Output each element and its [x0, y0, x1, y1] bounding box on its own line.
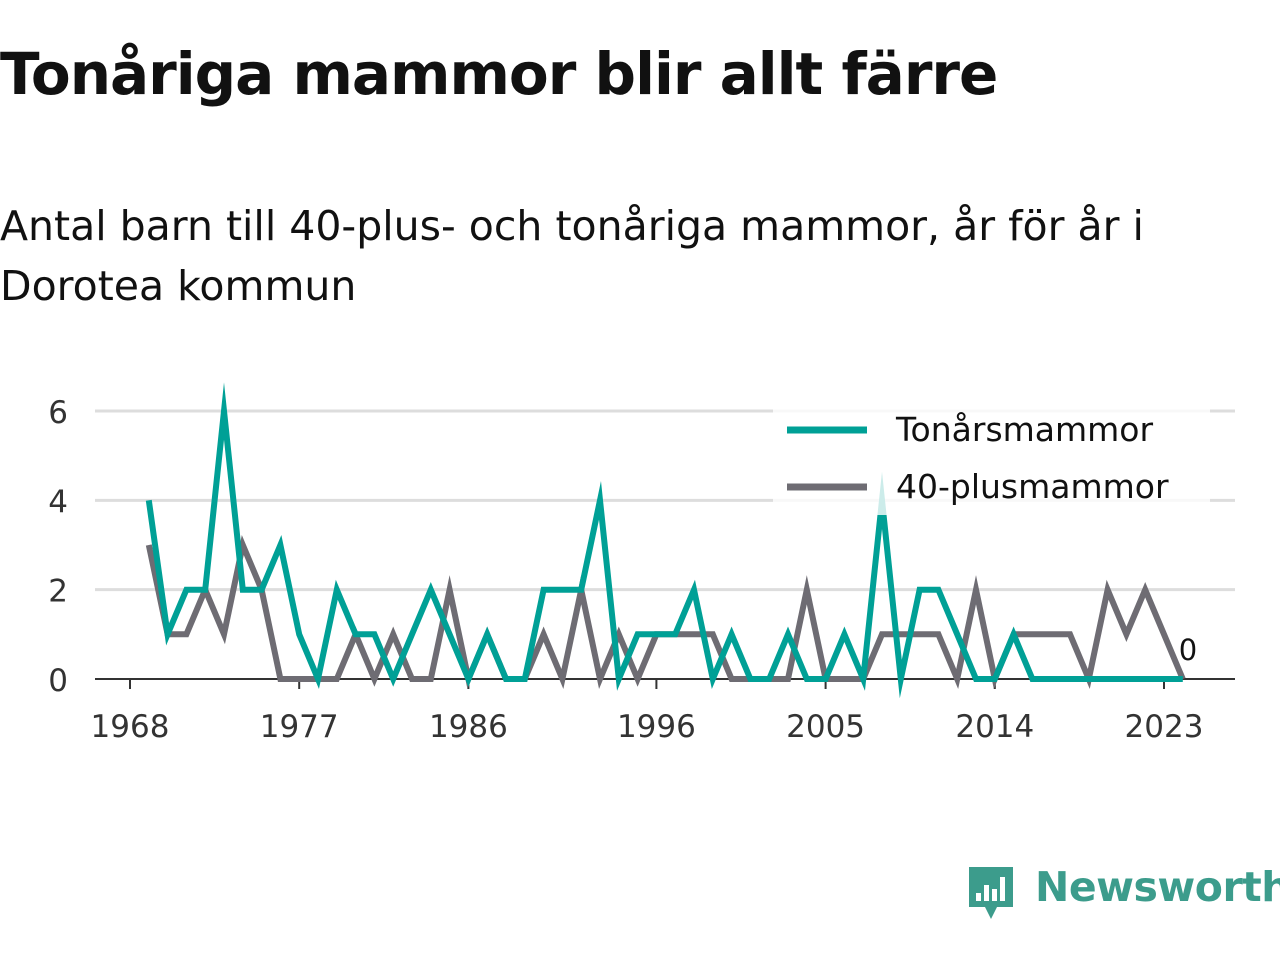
y-tick-label: 4	[48, 484, 68, 520]
chart-subtitle: Antal barn till 40-plus- och tonåriga ma…	[0, 202, 1144, 310]
x-tick-label: 1977	[260, 709, 339, 745]
data-label: 0	[1179, 633, 1197, 667]
x-tick-label: 2023	[1125, 709, 1204, 745]
legend: Tonårsmammor 40-plusmammor	[773, 400, 1210, 515]
x-tick-label: 2014	[955, 709, 1034, 745]
newsworthy-logo: Newsworthy	[965, 863, 1280, 927]
axis-layer: 0 2 4 6 1968 1977 1986 1996 2005 2014 2023	[48, 395, 1235, 745]
x-tick-label: 1996	[617, 709, 696, 745]
x-tick-label: 2005	[786, 709, 865, 745]
chart-title: Tonåriga mammor blir allt färre	[0, 40, 998, 108]
y-tick-label: 0	[48, 663, 68, 699]
x-tick-label: 1968	[91, 709, 170, 745]
y-tick-label: 2	[48, 574, 68, 610]
series-layer	[145, 382, 1186, 699]
series-line	[145, 534, 1186, 690]
series-line	[145, 382, 1183, 699]
legend-label: 40-plusmammor	[896, 467, 1169, 506]
y-tick-label: 6	[48, 395, 68, 431]
newsworthy-logo-icon	[969, 867, 1013, 919]
brand-name: Newsworthy	[1035, 863, 1280, 911]
line-chart: 0 2 4 6 1968 1977 1986 1996 2005 2014 2023 Tonårsm…	[48, 382, 1235, 745]
annotation-layer: 0	[1179, 633, 1197, 667]
legend-label: Tonårsmammor	[895, 410, 1153, 449]
legend-background	[773, 400, 1210, 515]
x-tick-label: 1986	[429, 709, 508, 745]
